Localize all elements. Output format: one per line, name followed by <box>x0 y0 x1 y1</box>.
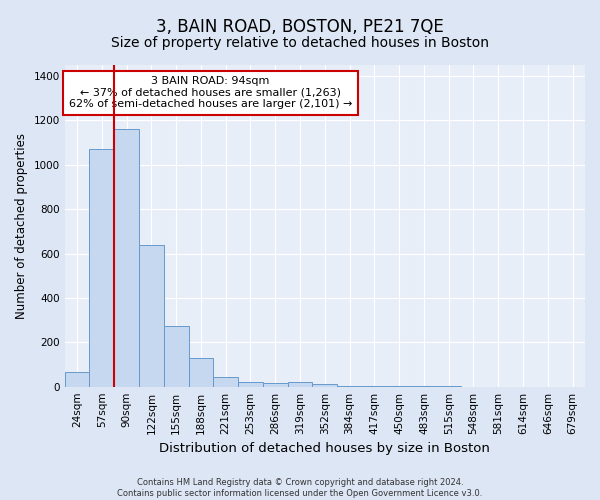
Bar <box>164 326 188 386</box>
Text: Size of property relative to detached houses in Boston: Size of property relative to detached ho… <box>111 36 489 50</box>
Y-axis label: Number of detached properties: Number of detached properties <box>15 133 28 319</box>
Bar <box>263 384 287 386</box>
X-axis label: Distribution of detached houses by size in Boston: Distribution of detached houses by size … <box>160 442 490 455</box>
Bar <box>188 358 214 386</box>
Bar <box>114 130 139 386</box>
Bar <box>65 372 89 386</box>
Text: 3, BAIN ROAD, BOSTON, PE21 7QE: 3, BAIN ROAD, BOSTON, PE21 7QE <box>156 18 444 36</box>
Bar <box>238 382 263 386</box>
Bar <box>139 244 164 386</box>
Text: 3 BAIN ROAD: 94sqm
← 37% of detached houses are smaller (1,263)
62% of semi-deta: 3 BAIN ROAD: 94sqm ← 37% of detached hou… <box>68 76 352 110</box>
Bar <box>287 382 313 386</box>
Text: Contains HM Land Registry data © Crown copyright and database right 2024.
Contai: Contains HM Land Registry data © Crown c… <box>118 478 482 498</box>
Bar <box>313 384 337 386</box>
Bar <box>214 376 238 386</box>
Bar <box>89 150 114 386</box>
